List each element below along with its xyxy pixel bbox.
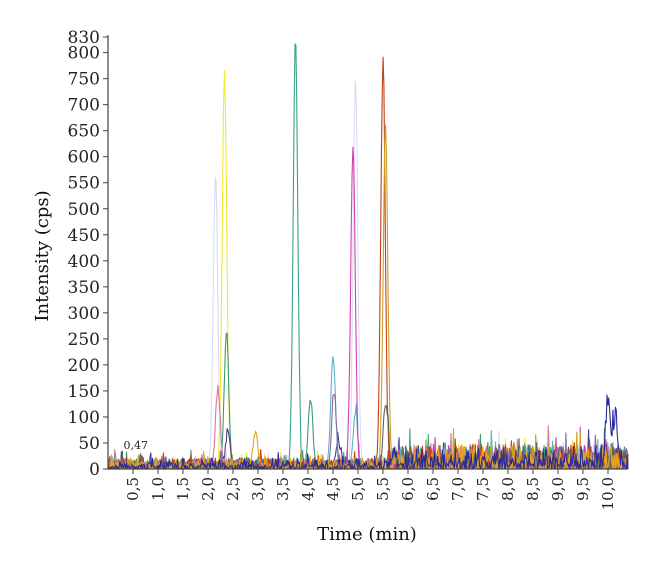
x-tick-label: 10,0	[599, 477, 617, 510]
x-tick-label: 7,5	[474, 477, 492, 501]
axes	[107, 35, 628, 470]
y-tick-label: 150	[68, 382, 100, 402]
peak-annotation: 0,47	[124, 439, 149, 452]
x-tick-label: 2,5	[224, 477, 242, 501]
x-tick-label: 9,5	[574, 477, 592, 501]
y-tick-label: 0	[89, 460, 100, 480]
x-tick-label: 1,5	[174, 477, 192, 501]
y-tick-label: 250	[68, 330, 100, 350]
x-tick-label: 4,0	[299, 477, 317, 501]
x-tick-label: 8,5	[524, 477, 542, 501]
x-tick-label: 0,5	[124, 477, 142, 501]
x-tick-label: 4,5	[324, 477, 342, 501]
y-tick-label: 700	[68, 96, 100, 116]
series-line	[107, 80, 629, 470]
y-tick-label: 500	[68, 200, 100, 220]
x-tick-label: 7,0	[449, 477, 467, 501]
y-tick-label: 200	[68, 356, 100, 376]
series-line	[107, 332, 629, 470]
y-axis-title: Intensity (cps)	[32, 190, 53, 321]
x-tick-label: 3,0	[249, 477, 267, 501]
y-tick-label: 300	[68, 304, 100, 324]
x-tick-label: 6,0	[399, 477, 417, 501]
x-axis-ticks: 0,5 1,0 1,5 2,0 2,5 3,0 3,5 4,0 4,5 5,0 5,5 6,0 6,5 7…	[124, 469, 617, 510]
x-axis-title: Time (min)	[317, 524, 417, 545]
series-line	[107, 43, 629, 470]
series-line	[107, 146, 629, 470]
y-tick-label: 350	[68, 278, 100, 298]
y-tick-label: 800	[68, 44, 100, 64]
y-tick-label: 600	[68, 148, 100, 168]
x-tick-label: 9,0	[549, 477, 567, 501]
x-tick-label: 2,0	[199, 477, 217, 501]
plot-traces	[107, 43, 629, 470]
x-tick-label: 3,5	[274, 477, 292, 501]
x-tick-label: 6,5	[424, 477, 442, 501]
y-axis-ticks: 0 50 100 150 200 250 300 350 400 450 500 550 600 650 7…	[68, 28, 108, 480]
y-tick-label: 400	[68, 252, 100, 272]
x-tick-label: 8,0	[499, 477, 517, 501]
y-tick-label: 550	[68, 174, 100, 194]
x-tick-label: 1,0	[149, 477, 167, 501]
x-tick-label: 5,5	[374, 477, 392, 501]
x-tick-label: 5,0	[349, 477, 367, 501]
y-tick-label: 450	[68, 226, 100, 246]
y-tick-label: 50	[78, 434, 100, 454]
series-line	[107, 69, 629, 470]
series-line	[107, 56, 629, 470]
y-tick-label: 830	[68, 28, 100, 48]
y-tick-label: 750	[68, 70, 100, 90]
series-line	[108, 124, 629, 470]
y-tick-label: 100	[68, 408, 100, 428]
series-line	[107, 394, 629, 470]
annotations: 0,47	[124, 439, 149, 452]
y-tick-label: 650	[68, 122, 100, 142]
